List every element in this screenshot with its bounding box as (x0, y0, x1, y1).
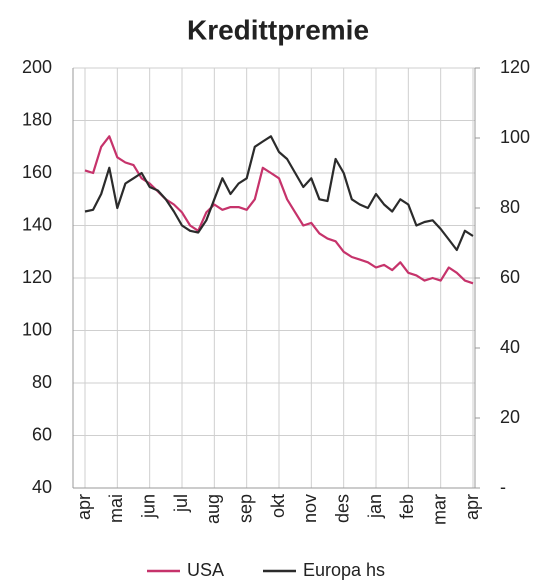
x-tick-label: feb (397, 494, 417, 519)
x-tick-label: mai (106, 494, 126, 523)
legend-label: Europa hs (303, 560, 385, 580)
series-line (84, 135, 474, 252)
y2-tick-label: 120 (500, 57, 530, 77)
y2-tick-label: 20 (500, 407, 520, 427)
y-tick-label: 40 (32, 477, 52, 497)
x-tick-label: nov (300, 494, 320, 523)
y-tick-label: 200 (22, 57, 52, 77)
series-line (84, 135, 474, 285)
y-tick-label: 100 (22, 319, 52, 339)
x-tick-label: apr (74, 494, 94, 520)
legend-label: USA (187, 560, 224, 580)
x-tick-label: mar (429, 494, 449, 525)
x-tick-label: apr (462, 494, 482, 520)
y-tick-label: 60 (32, 424, 52, 444)
x-tick-label: des (332, 494, 352, 523)
x-tick-label: jul (171, 494, 191, 513)
y-tick-label: 180 (22, 109, 52, 129)
y-tick-label: 140 (22, 214, 52, 234)
y2-tick-label: 80 (500, 197, 520, 217)
y2-tick-label: 40 (500, 337, 520, 357)
y2-tick-label: - (500, 477, 506, 497)
x-tick-label: aug (203, 494, 223, 524)
y-tick-label: 160 (22, 162, 52, 182)
x-tick-label: jun (138, 494, 158, 519)
x-tick-label: sep (235, 494, 255, 523)
y2-tick-label: 60 (500, 267, 520, 287)
y2-tick-label: 100 (500, 127, 530, 147)
y-tick-label: 120 (22, 267, 52, 287)
x-tick-label: okt (268, 494, 288, 518)
x-tick-label: jan (365, 494, 385, 519)
y-tick-label: 80 (32, 372, 52, 392)
chart-title: Kredittpremie (187, 14, 369, 45)
